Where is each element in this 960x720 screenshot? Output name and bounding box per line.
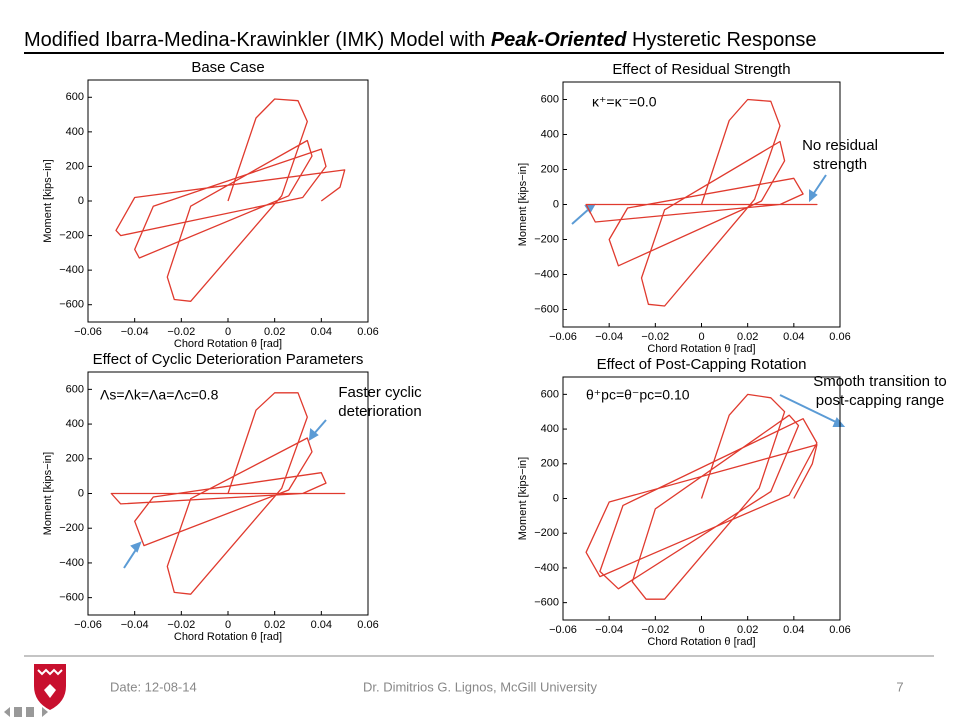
y-axis-label: Moment [kips−in] (517, 163, 529, 246)
x-tick-label: 0.06 (357, 619, 378, 631)
hysteresis-curve (585, 393, 818, 600)
y-tick-label: −600 (534, 303, 559, 315)
logo (34, 664, 66, 710)
chart: Effect of Cyclic Deterioration Parameter… (42, 351, 422, 643)
x-tick-label: −0.04 (121, 326, 149, 338)
y-tick-label: 0 (78, 195, 84, 207)
x-tick-label: −0.04 (595, 624, 623, 636)
annotation: deterioration (338, 403, 421, 420)
x-tick-label: −0.04 (121, 619, 149, 631)
x-tick-label: 0.02 (737, 624, 758, 636)
y-tick-label: −600 (534, 597, 559, 609)
chart-title: Effect of Residual Strength (612, 61, 790, 78)
y-tick-label: 400 (66, 418, 84, 430)
y-tick-label: 400 (66, 126, 84, 138)
hysteresis-curve (115, 98, 346, 302)
y-tick-label: 600 (541, 388, 559, 400)
x-tick-label: −0.06 (74, 619, 102, 631)
x-tick-label: −0.06 (549, 331, 577, 343)
x-axis-label: Chord Rotation θ [rad] (647, 343, 755, 355)
x-axis-label: Chord Rotation θ [rad] (647, 636, 755, 648)
hysteresis-curve (585, 98, 818, 307)
chart-title: Effect of Post-Capping Rotation (597, 356, 807, 373)
annotation: strength (813, 156, 867, 173)
x-tick-label: 0.06 (357, 326, 378, 338)
y-tick-label: 400 (541, 423, 559, 435)
y-tick-label: −400 (59, 264, 84, 276)
footer-author: Dr. Dimitrios G. Lignos, McGill Universi… (363, 679, 598, 694)
annotation: No residual (802, 137, 878, 154)
x-tick-label: 0 (698, 624, 704, 636)
nav-icons[interactable] (4, 707, 48, 717)
page-number: 7 (896, 679, 903, 694)
y-tick-label: −400 (59, 557, 84, 569)
y-tick-label: 400 (541, 128, 559, 140)
footer-date: Date: 12-08-14 (110, 679, 197, 694)
x-tick-label: −0.02 (167, 326, 195, 338)
y-axis-label: Moment [kips−in] (517, 457, 529, 540)
chart-title: Effect of Cyclic Deterioration Parameter… (93, 351, 364, 368)
y-tick-label: 200 (66, 453, 84, 465)
y-tick-label: −200 (534, 233, 559, 245)
x-tick-label: 0.04 (311, 326, 332, 338)
annotation-arrows (123, 174, 846, 569)
y-tick-label: −200 (534, 527, 559, 539)
annotation: Faster cyclic (338, 384, 422, 401)
y-tick-label: 600 (66, 91, 84, 103)
x-tick-label: 0.02 (264, 619, 285, 631)
x-tick-label: −0.06 (74, 326, 102, 338)
annotation: Smooth transition to (813, 373, 946, 390)
x-tick-label: 0 (225, 326, 231, 338)
y-tick-label: −600 (59, 299, 84, 311)
x-tick-label: 0 (698, 331, 704, 343)
x-tick-label: 0.02 (264, 326, 285, 338)
x-tick-label: 0.06 (829, 331, 850, 343)
y-tick-label: 0 (553, 198, 559, 210)
y-axis-label: Moment [kips−in] (42, 452, 54, 535)
x-tick-label: −0.02 (641, 624, 669, 636)
annotation: θ⁺pc=θ⁻pc=0.10 (586, 387, 690, 403)
annotation: Λs=Λk=Λa=Λc=0.8 (100, 387, 219, 403)
chart: Base Case −0.06 −0.04 −0.02 0 0.02 0.04 0.06 −60… (42, 59, 379, 350)
y-tick-label: −600 (59, 592, 84, 604)
title-part: Peak-Oriented (491, 29, 627, 51)
x-tick-label: −0.04 (595, 331, 623, 343)
x-tick-label: −0.06 (549, 624, 577, 636)
x-tick-label: −0.02 (167, 619, 195, 631)
chart: Effect of Residual Strength −0.06 −0.04 −0.… (517, 61, 878, 355)
slide-title: Modified Ibarra-Medina-Krawinkler (IMK) … (24, 29, 817, 51)
x-axis-label: Chord Rotation θ [rad] (174, 338, 282, 350)
hysteresis-curve (110, 392, 346, 595)
y-tick-label: 0 (78, 487, 84, 499)
title-part: Hysteretic Response (632, 29, 817, 51)
y-tick-label: 0 (553, 492, 559, 504)
x-tick-label: 0.04 (311, 619, 332, 631)
y-tick-label: −200 (59, 522, 84, 534)
y-tick-label: 200 (66, 160, 84, 172)
annotation: post-capping range (816, 392, 944, 409)
x-axis-label: Chord Rotation θ [rad] (174, 631, 282, 643)
x-tick-label: −0.02 (641, 331, 669, 343)
x-tick-label: 0.02 (737, 331, 758, 343)
chart: Effect of Post-Capping Rotation −0.06 −0.0… (517, 356, 947, 648)
x-tick-label: 0 (225, 619, 231, 631)
x-tick-label: 0.04 (783, 624, 804, 636)
y-tick-label: −200 (59, 229, 84, 241)
annotation: κ⁺=κ⁻=0.0 (592, 94, 657, 110)
chart-title: Base Case (191, 59, 264, 76)
y-tick-label: 600 (66, 383, 84, 395)
y-tick-label: 200 (541, 163, 559, 175)
x-tick-label: 0.04 (783, 331, 804, 343)
y-axis-label: Moment [kips−in] (42, 159, 54, 242)
y-tick-label: −400 (534, 268, 559, 280)
y-tick-label: 600 (541, 93, 559, 105)
y-tick-label: −400 (534, 562, 559, 574)
title-part: Modified Ibarra-Medina-Krawinkler (IMK) … (24, 29, 485, 51)
y-tick-label: 200 (541, 458, 559, 470)
x-tick-label: 0.06 (829, 624, 850, 636)
